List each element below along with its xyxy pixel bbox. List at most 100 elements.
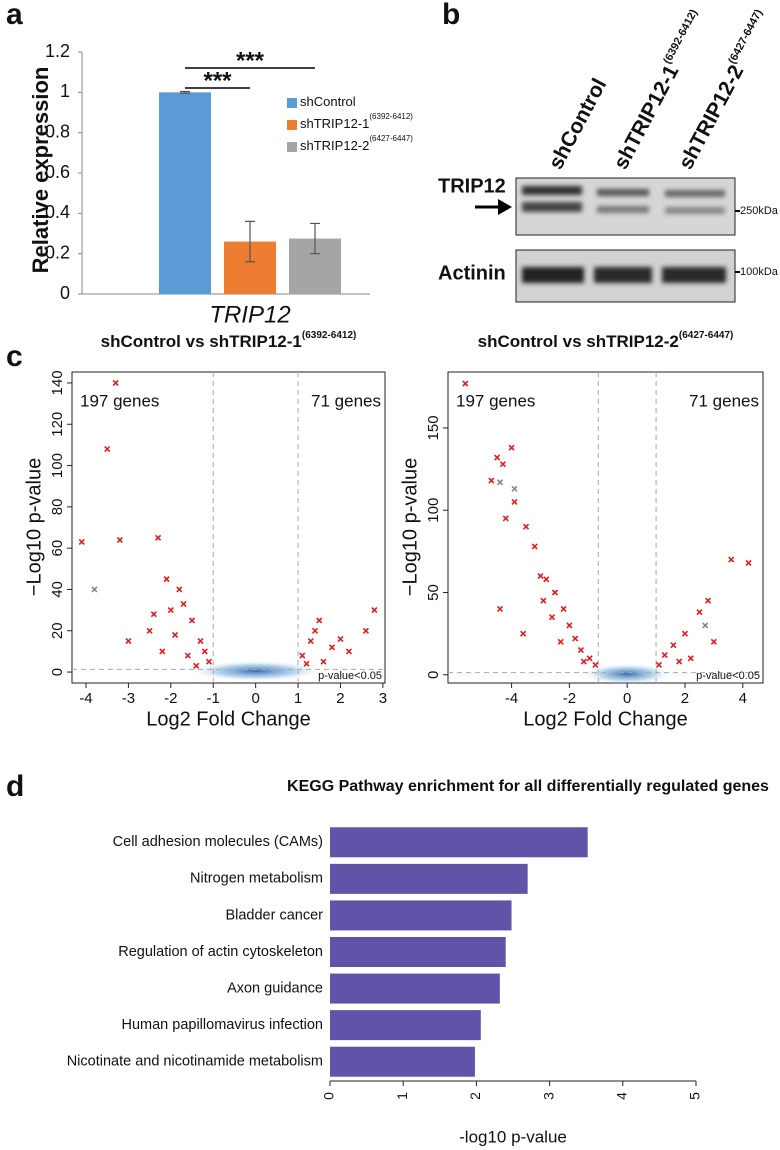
y-tick-label: 1 <box>60 81 70 101</box>
y-tick-label: 0 <box>49 668 66 676</box>
bar <box>330 937 506 967</box>
y-axis-label: −Log10 p-value <box>23 458 45 596</box>
y-tick-label: 0.2 <box>45 242 70 262</box>
point <box>320 658 327 665</box>
x-tick-label: 0 <box>321 1092 337 1100</box>
y-axis-label: −Log10 p-value <box>399 458 421 596</box>
x-axis-label: Log2 Fold Change <box>523 708 688 730</box>
annotation: p-value<0.05 <box>318 670 382 682</box>
band <box>597 206 649 213</box>
point <box>78 538 85 546</box>
point <box>316 617 323 624</box>
panel-label: d <box>6 770 24 803</box>
point <box>508 444 515 451</box>
band <box>522 202 582 212</box>
legend-label: shControl <box>300 94 356 109</box>
y-tick-label: 60 <box>49 540 66 557</box>
legend-label-main: shControl <box>300 94 356 109</box>
y-tick-label: 40 <box>49 581 66 598</box>
point <box>116 536 123 543</box>
x-axis-label: Log2 Fold Change <box>146 708 311 730</box>
chart-title-sup: (6427-6447) <box>679 330 733 341</box>
point <box>728 556 735 563</box>
annotation: 71 genes <box>689 391 759 410</box>
point <box>184 652 191 659</box>
x-tick-label: -1 <box>207 690 220 707</box>
point <box>566 622 573 629</box>
point <box>531 543 538 550</box>
x-tick-label: -2 <box>563 690 576 707</box>
y-tick-label: Axon guidance <box>227 980 323 996</box>
point <box>362 627 369 634</box>
point <box>710 638 717 645</box>
point <box>146 627 153 634</box>
x-tick-label: 0 <box>623 690 631 707</box>
legend-label-sup: (6427-6447) <box>369 134 413 143</box>
point <box>104 445 111 453</box>
point <box>488 477 495 484</box>
legend-swatch <box>287 142 297 152</box>
bar <box>330 863 528 894</box>
lane-label: shControl <box>544 75 611 173</box>
error-bar <box>180 90 190 94</box>
point <box>560 605 567 613</box>
y-tick-label: Nicotinate and nicotinamide metabolism <box>67 1054 323 1070</box>
point <box>345 648 353 655</box>
panel-label: a <box>6 0 23 31</box>
point <box>705 597 712 604</box>
y-tick-label: Cell adhesion molecules (CAMs) <box>113 834 323 850</box>
x-tick-label: 2 <box>467 1092 483 1100</box>
annotation: p-value<0.05 <box>696 670 760 682</box>
y-tick-label: 140 <box>49 370 66 395</box>
x-tick-label: 1 <box>294 690 302 707</box>
y-tick-label: 80 <box>49 499 66 516</box>
chart-title-main: shControl vs shTRIP12-2 <box>478 332 679 351</box>
density-cloud <box>583 663 671 684</box>
point <box>540 597 547 604</box>
bar <box>330 973 500 1004</box>
point <box>592 661 599 668</box>
arrow-head <box>498 199 512 215</box>
point <box>150 611 157 618</box>
y-tick-label: 100 <box>425 498 442 523</box>
lane-label-main: shControl <box>544 75 611 173</box>
point <box>371 607 378 614</box>
band <box>522 267 584 283</box>
x-tick-label: 1 <box>394 1092 410 1100</box>
point <box>745 559 752 566</box>
point <box>655 661 663 668</box>
x-tick-label: 0 <box>251 690 259 707</box>
point <box>201 648 208 655</box>
x-tick-label: 2 <box>336 690 344 707</box>
point <box>205 658 213 665</box>
density-cloud <box>192 661 320 682</box>
band <box>522 186 582 195</box>
lane-label-sup: (6392-6412) <box>661 7 700 66</box>
point <box>577 647 585 654</box>
point <box>311 627 319 634</box>
bands <box>522 186 726 283</box>
point <box>543 576 550 583</box>
point <box>499 461 506 468</box>
x-tick-label: 3 <box>540 1092 556 1100</box>
point <box>511 485 518 492</box>
y-tick-label: 0.6 <box>45 162 70 182</box>
point <box>163 576 170 583</box>
point <box>188 617 196 624</box>
blot-row-label: TRIP12 <box>438 175 506 197</box>
point <box>159 648 166 655</box>
y-tick-label: Regulation of actin cytoskeleton <box>118 944 323 960</box>
x-tick-label: 4 <box>739 690 747 707</box>
point <box>494 454 501 461</box>
point <box>522 523 530 530</box>
point <box>696 609 703 616</box>
y-tick-label: Nitrogen metabolism <box>190 871 323 887</box>
y-tick-label: 20 <box>49 622 66 639</box>
x-tick-label: 2 <box>681 690 689 707</box>
legend-label-main: shTRIP12-1 <box>300 116 369 131</box>
y-tick-label: Bladder cancer <box>225 907 323 923</box>
y-axis-label: Relative expression <box>28 67 53 274</box>
point <box>681 630 689 637</box>
y-tick-label: 0.8 <box>45 121 70 141</box>
